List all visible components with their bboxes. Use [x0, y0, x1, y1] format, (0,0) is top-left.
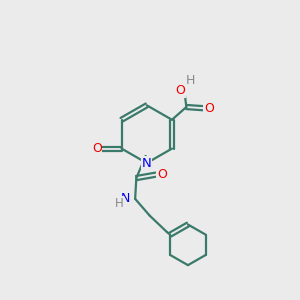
- Text: N: N: [142, 157, 152, 169]
- Text: O: O: [204, 102, 214, 115]
- Text: O: O: [176, 84, 185, 98]
- Text: H: H: [186, 74, 195, 86]
- Text: O: O: [92, 142, 102, 155]
- Text: N: N: [121, 192, 130, 205]
- Text: H: H: [115, 196, 124, 209]
- Text: O: O: [157, 168, 167, 181]
